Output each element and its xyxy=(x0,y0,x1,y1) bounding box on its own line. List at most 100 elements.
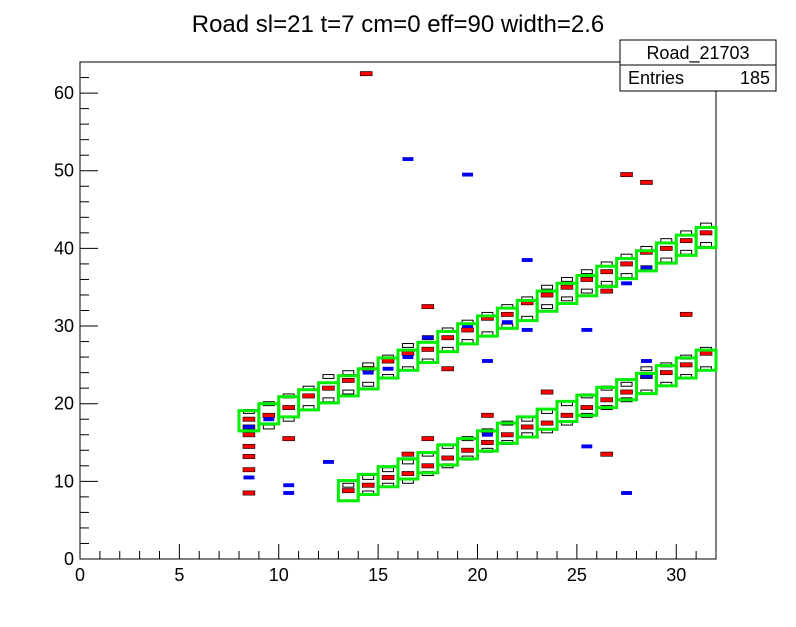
white-bin xyxy=(541,284,554,290)
blue-hit xyxy=(462,172,474,177)
white-bin xyxy=(660,257,673,263)
blue-hit xyxy=(621,491,633,495)
red-hit xyxy=(600,451,613,457)
red-hit xyxy=(242,490,256,496)
red-hit xyxy=(401,471,415,477)
road-box xyxy=(694,225,718,250)
white-bin xyxy=(580,269,593,275)
red-hit xyxy=(242,443,256,449)
red-hit xyxy=(441,335,454,341)
blue-hit xyxy=(481,432,493,437)
red-hit xyxy=(461,327,474,333)
red-hit xyxy=(660,370,673,376)
stats-entries-label: Entries xyxy=(628,68,684,88)
white-bin xyxy=(640,366,653,372)
white-bin xyxy=(342,370,355,376)
red-hit xyxy=(322,385,335,391)
red-hit xyxy=(501,311,514,317)
blue-hit xyxy=(501,320,513,325)
white-bin xyxy=(560,296,573,302)
red-hit xyxy=(242,454,256,459)
white-bin xyxy=(262,424,275,430)
blue-hit xyxy=(521,258,533,262)
red-hit xyxy=(501,432,514,438)
red-hit xyxy=(302,393,315,399)
red-hit xyxy=(679,238,693,244)
white-bin xyxy=(541,304,554,310)
x-tick-label: 0 xyxy=(75,565,85,585)
blue-hit xyxy=(243,475,255,480)
blue-hit xyxy=(481,359,493,363)
blue-hit xyxy=(402,355,414,360)
red-hit xyxy=(441,455,454,461)
blue-hit xyxy=(422,335,434,340)
stats-histogram-name: Road_21703 xyxy=(646,43,749,64)
x-tick-label: 10 xyxy=(269,565,289,585)
road-boxes-group xyxy=(237,225,718,503)
y-tick-label: 0 xyxy=(64,549,74,569)
red-hit xyxy=(421,304,435,310)
red-hit xyxy=(699,350,713,356)
red-hit xyxy=(342,488,355,494)
x-tick-label: 30 xyxy=(666,565,686,585)
y-tick-label: 40 xyxy=(54,238,74,258)
red-hit xyxy=(560,412,574,418)
red-hit xyxy=(600,269,613,275)
white-bin xyxy=(560,276,573,282)
blue-hit xyxy=(243,425,255,429)
red-hit xyxy=(520,424,534,430)
red-hit xyxy=(699,230,713,236)
axes-group: 0 5 10 15 20 25 30 0 10 20 30 40 50 60 xyxy=(54,61,717,585)
red-hit xyxy=(381,475,395,480)
white-bin xyxy=(600,280,613,286)
y-tick-label: 10 xyxy=(54,471,74,491)
x-tick-label: 20 xyxy=(467,565,487,585)
blue-hit xyxy=(581,327,593,332)
red-hit xyxy=(262,412,276,418)
red-hit xyxy=(381,358,395,364)
red-hit xyxy=(342,377,355,383)
red-hit xyxy=(242,467,256,473)
red-hit xyxy=(600,397,613,403)
red-hit xyxy=(401,350,415,356)
blue-hit xyxy=(283,491,295,495)
x-tick-label: 15 xyxy=(368,565,388,585)
road-box xyxy=(694,348,718,372)
blue-hit xyxy=(640,374,652,379)
blue-hit xyxy=(581,444,593,449)
red-hit xyxy=(540,389,554,395)
red-hit xyxy=(620,389,633,395)
red-hit xyxy=(600,288,613,294)
red-hit xyxy=(560,284,574,290)
blue-hit xyxy=(640,265,652,270)
blue-hit xyxy=(640,359,652,363)
y-tick-label: 20 xyxy=(54,394,74,414)
white-bin xyxy=(342,482,355,488)
red-hit xyxy=(580,277,594,282)
white-bin xyxy=(382,467,395,473)
blue-hit xyxy=(283,483,295,488)
red-hit xyxy=(421,436,435,442)
x-tick-label: 5 xyxy=(174,565,184,585)
red-hit xyxy=(461,447,474,453)
white-bin xyxy=(342,389,355,395)
white-bin xyxy=(322,397,335,403)
red-hit xyxy=(242,416,256,422)
white-bin xyxy=(362,381,375,387)
blue-hit xyxy=(521,327,533,332)
red-hit xyxy=(421,463,435,469)
red-hit xyxy=(620,261,633,267)
red-hit xyxy=(421,346,435,352)
red-hit xyxy=(282,405,295,411)
red-hit xyxy=(282,436,295,442)
white-bin xyxy=(362,362,375,368)
red-hit xyxy=(679,311,693,317)
red-hit xyxy=(620,172,633,178)
red-hit xyxy=(640,179,653,185)
white-bin xyxy=(401,459,414,465)
white-bin xyxy=(620,381,633,387)
blue-hit xyxy=(382,366,394,371)
x-tick-label: 25 xyxy=(567,565,587,585)
stats-entries-value: 185 xyxy=(740,68,770,88)
